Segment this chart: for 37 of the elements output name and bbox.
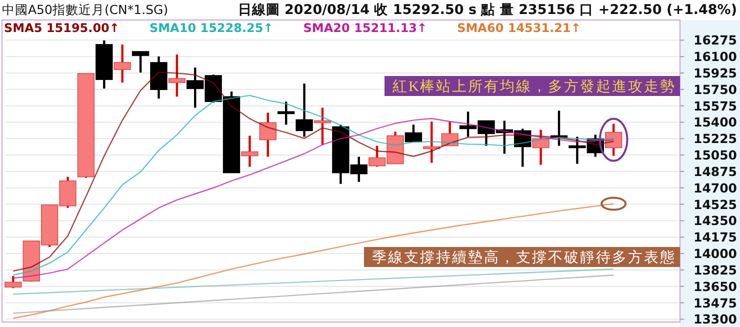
annotation: 紅K棒站上所有均線，多方發起進攻走勢 <box>384 76 680 96</box>
text: SMA5 15195.00↑ <box>4 21 120 35</box>
y-tick-label: 15925 <box>694 65 737 80</box>
y-tick-label: 14700 <box>694 180 738 196</box>
y-tick-label: 14350 <box>694 213 738 228</box>
annotation: 季線支撐持續墊高，支撐不破靜待多方表態 <box>364 247 680 267</box>
candlestick <box>114 43 131 84</box>
candlestick <box>168 53 186 98</box>
y-tick-label: 15575 <box>694 98 737 114</box>
candlestick <box>241 134 258 168</box>
annotation: 季線支撐持續墊高，支撐不破靜待多方表態 <box>372 249 676 266</box>
y-tick-label: 13300 <box>694 312 738 327</box>
y-tick-label: 14175 <box>694 230 737 245</box>
y-tick-label: 14875 <box>694 164 737 179</box>
y-tick-label: 15225 <box>694 131 737 146</box>
text: SMA20 15211.13↑ <box>303 21 428 35</box>
annotation: 紅K棒站上所有均線，多方發起進攻走勢 <box>392 78 676 95</box>
candlestick <box>404 124 422 143</box>
y-tick-label: 13825 <box>694 262 737 278</box>
candlestick <box>132 50 150 74</box>
y-tick-label: 16275 <box>694 32 737 48</box>
chart-subtitle: 日線圖 2020/08/14 收 15292.50 s 點 量 235156 口 +222.50 (+1.48%) <box>238 2 737 18</box>
y-tick-label: 14525 <box>694 196 737 212</box>
y-tick-label: 13650 <box>694 278 738 294</box>
y-tick-label: 15400 <box>694 114 738 130</box>
y-tick-label: 13475 <box>694 295 737 310</box>
y-tick-label: 16100 <box>694 49 738 64</box>
y-tick-label: 15050 <box>694 148 738 163</box>
candlestick <box>278 100 295 126</box>
candlestick <box>259 112 276 158</box>
candlestick <box>4 274 22 290</box>
text: SMA10 15228.25↑ <box>149 21 274 35</box>
y-tick-label: 14000 <box>694 246 738 262</box>
candlestick <box>296 82 313 138</box>
text: SMA60 14531.21↑ <box>457 21 581 35</box>
chart-title: 中國A50指數近月(CN*1.SG) <box>2 2 168 17</box>
y-tick-label: 15750 <box>694 82 738 97</box>
